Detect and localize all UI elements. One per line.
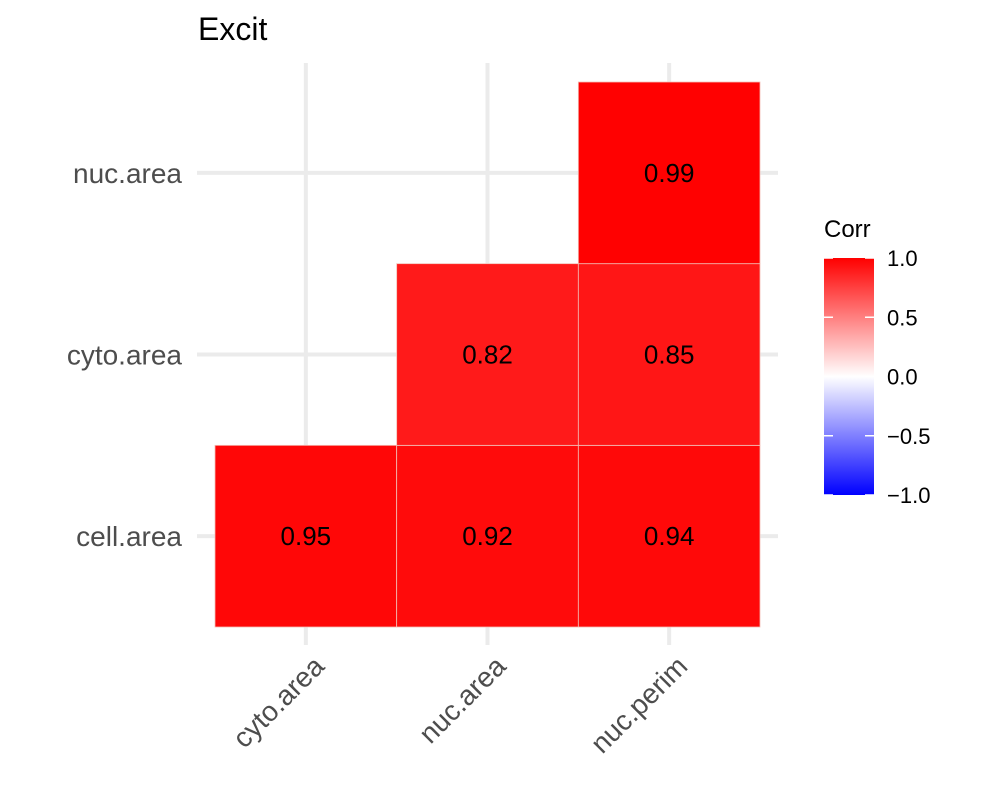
x-tick-label: nuc.area bbox=[413, 650, 512, 749]
y-axis-tick-labels: cell.area cyto.area nuc.area bbox=[67, 158, 183, 552]
legend-tick-label: 0.0 bbox=[887, 365, 918, 390]
cell-value-label: 0.95 bbox=[281, 521, 332, 551]
heatmap-cell bbox=[214, 444, 398, 628]
heatmap-cell bbox=[577, 444, 761, 628]
x-axis-tick-labels: cyto.area nuc.area nuc.perim bbox=[227, 650, 694, 759]
cell-value-label: 0.99 bbox=[644, 158, 695, 188]
heatmap-cell bbox=[396, 263, 579, 446]
cell-value-label: 0.92 bbox=[462, 521, 513, 551]
legend-tick-label: 0.5 bbox=[887, 305, 918, 330]
x-tick-label: cyto.area bbox=[227, 650, 331, 754]
color-legend: Corr 1.0 0.5 0.0 −0.5 −1.0 bbox=[824, 216, 930, 508]
cell-value-label: 0.85 bbox=[644, 340, 695, 370]
heatmap-cell bbox=[577, 81, 761, 265]
chart-title: Excit bbox=[198, 11, 267, 47]
y-tick-label: cyto.area bbox=[67, 340, 183, 371]
legend-tick-label: 1.0 bbox=[887, 246, 918, 271]
cell-value-label: 0.82 bbox=[462, 340, 513, 370]
cell-value-labels: 0.95 0.92 0.94 0.82 0.85 0.99 bbox=[281, 158, 695, 551]
legend-tick-label: −1.0 bbox=[887, 483, 930, 508]
legend-tick-label: −0.5 bbox=[887, 424, 930, 449]
x-tick-label: nuc.perim bbox=[585, 650, 694, 759]
y-tick-label: cell.area bbox=[76, 521, 182, 552]
y-tick-label: nuc.area bbox=[73, 158, 182, 189]
legend-title: Corr bbox=[824, 216, 871, 243]
cell-value-label: 0.94 bbox=[644, 521, 695, 551]
heatmap-cell bbox=[577, 263, 761, 446]
heatmap-cells bbox=[214, 81, 761, 628]
